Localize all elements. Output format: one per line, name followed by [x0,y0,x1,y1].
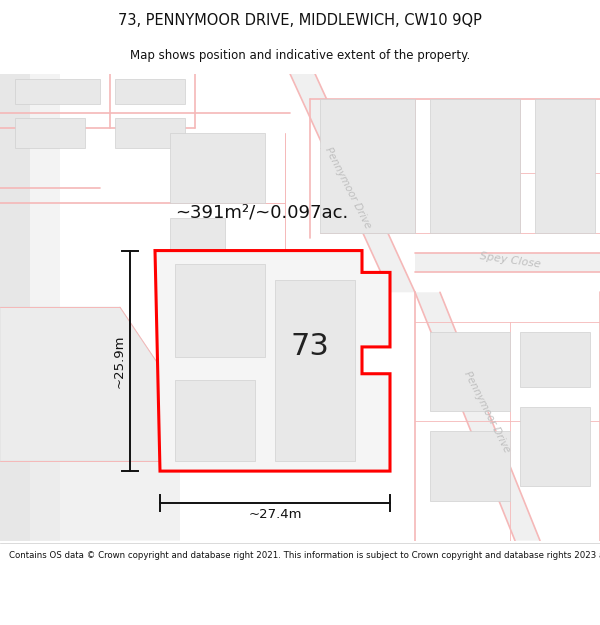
Polygon shape [275,281,355,461]
Bar [0,74,60,541]
Polygon shape [170,133,265,203]
Text: ~27.4m: ~27.4m [248,508,302,521]
Text: Spey Close: Spey Close [479,251,541,270]
Polygon shape [15,119,85,148]
Bar [0,74,30,541]
Text: ~391m²/~0.097ac.: ~391m²/~0.097ac. [175,204,348,222]
Bar [415,253,600,272]
Polygon shape [415,292,540,541]
Text: Map shows position and indicative extent of the property.: Map shows position and indicative extent… [130,49,470,62]
Polygon shape [320,99,415,232]
Polygon shape [175,380,255,461]
Text: Pennymoor Drive: Pennymoor Drive [462,369,512,454]
Polygon shape [170,217,225,288]
Polygon shape [115,119,185,148]
Polygon shape [155,251,390,471]
Polygon shape [115,79,185,104]
Text: 73, PENNYMOOR DRIVE, MIDDLEWICH, CW10 9QP: 73, PENNYMOOR DRIVE, MIDDLEWICH, CW10 9Q… [118,13,482,28]
Text: ~25.9m: ~25.9m [113,334,126,388]
Text: Pennymoor Drive: Pennymoor Drive [323,146,373,231]
Polygon shape [430,99,520,232]
Polygon shape [290,74,415,292]
Polygon shape [430,431,510,501]
Polygon shape [520,406,590,486]
Polygon shape [0,307,170,461]
Polygon shape [535,99,595,232]
Polygon shape [0,342,180,541]
Text: Contains OS data © Crown copyright and database right 2021. This information is : Contains OS data © Crown copyright and d… [9,551,600,560]
Polygon shape [175,264,265,357]
Polygon shape [15,79,100,104]
Polygon shape [520,332,590,387]
Polygon shape [430,332,510,411]
Text: 73: 73 [290,332,329,361]
